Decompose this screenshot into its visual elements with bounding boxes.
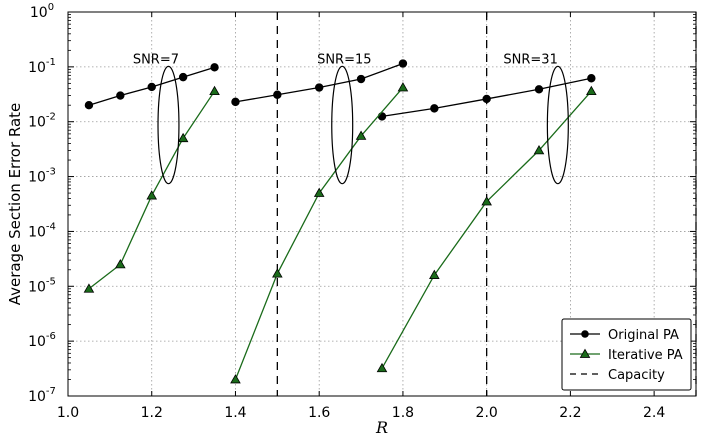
iterative-pa-line bbox=[234, 87, 404, 380]
x-tick-label: 2.2 bbox=[559, 405, 581, 421]
x-tick-label: 1.0 bbox=[57, 405, 79, 421]
iterative-pa-point bbox=[230, 374, 241, 384]
snr-ellipse bbox=[331, 65, 354, 185]
y-tick-label: 10-1 bbox=[28, 57, 56, 76]
legend-marker-iterative-pa bbox=[579, 348, 591, 358]
original-pa-point bbox=[116, 91, 125, 100]
original-pa-point bbox=[231, 97, 240, 107]
x-tick-label: 1.4 bbox=[224, 405, 246, 421]
original-pa-point bbox=[534, 85, 544, 94]
iterative-pa-point bbox=[586, 85, 597, 96]
y-tick-label: 10-4 bbox=[28, 221, 56, 240]
y-tick-label: 100 bbox=[30, 2, 54, 21]
legend-box bbox=[561, 318, 692, 391]
x-tick-label: 1.2 bbox=[141, 405, 163, 421]
snr-label: SNR=15 bbox=[317, 53, 371, 68]
x-tick-label: 2.0 bbox=[476, 405, 498, 421]
iterative-pa-point bbox=[376, 362, 388, 373]
iterative-pa-point bbox=[115, 259, 126, 269]
x-axis-label: R bbox=[375, 418, 388, 437]
snr-label: SNR=7 bbox=[133, 53, 179, 68]
original-pa-point bbox=[315, 83, 324, 92]
original-pa-point bbox=[482, 94, 491, 104]
original-pa-point bbox=[147, 82, 156, 92]
iterative-pa-point bbox=[429, 269, 440, 279]
snr-label: SNR=31 bbox=[503, 53, 557, 68]
legend-label-original-pa: Original PA bbox=[608, 328, 679, 343]
y-tick-label: 10-5 bbox=[28, 276, 56, 295]
iterative-pa-point bbox=[272, 268, 283, 278]
legend-label-capacity: Capacity bbox=[608, 368, 665, 383]
iterative-pa-point bbox=[146, 190, 158, 200]
y-tick-label: 10-6 bbox=[28, 331, 56, 350]
iterative-pa-point bbox=[397, 82, 409, 92]
ticks: 1.0 1.2 1.4 1.6 1.8 2.0 2.2 2.4 10-7 10-6 10-5 10-4… bbox=[28, 2, 696, 421]
original-pa-point bbox=[178, 72, 188, 82]
y-tick-label: 10-7 bbox=[28, 386, 56, 405]
iterative-pa-point bbox=[209, 85, 220, 96]
plot-frame bbox=[67, 11, 697, 397]
legend: Original PA Iterative PA Capacity bbox=[561, 318, 692, 391]
original-pa-point bbox=[356, 74, 366, 84]
y-axis-label: Average Section Error Rate bbox=[6, 103, 24, 306]
legend-marker-original-pa bbox=[581, 330, 589, 338]
x-tick-label: 1.8 bbox=[392, 405, 414, 421]
iterative-pa-point bbox=[313, 187, 325, 197]
series bbox=[83, 59, 597, 384]
iterative-pa-point bbox=[481, 196, 492, 206]
iterative-pa-point bbox=[83, 283, 95, 293]
snr-ellipse bbox=[157, 65, 180, 185]
iterative-pa-point bbox=[177, 132, 189, 143]
original-pa-point bbox=[273, 90, 282, 99]
x-tick-label: 2.4 bbox=[643, 405, 665, 421]
y-tick-label: 10-3 bbox=[28, 167, 56, 186]
original-pa-point bbox=[430, 104, 439, 113]
annotations: SNR=7 SNR=15 SNR=31 bbox=[133, 53, 569, 185]
original-pa-point bbox=[587, 74, 596, 83]
x-tick-label: 1.6 bbox=[308, 405, 330, 421]
original-pa-point bbox=[377, 112, 387, 121]
original-pa-point bbox=[84, 101, 94, 110]
legend-label-iterative-pa: Iterative PA bbox=[608, 348, 683, 363]
iterative-pa-point bbox=[533, 144, 545, 155]
snr-ellipse bbox=[546, 65, 569, 185]
original-pa-point bbox=[398, 59, 408, 68]
iterative-pa-point bbox=[355, 130, 367, 140]
y-tick-label: 10-2 bbox=[28, 112, 56, 131]
original-pa-point bbox=[210, 63, 219, 72]
